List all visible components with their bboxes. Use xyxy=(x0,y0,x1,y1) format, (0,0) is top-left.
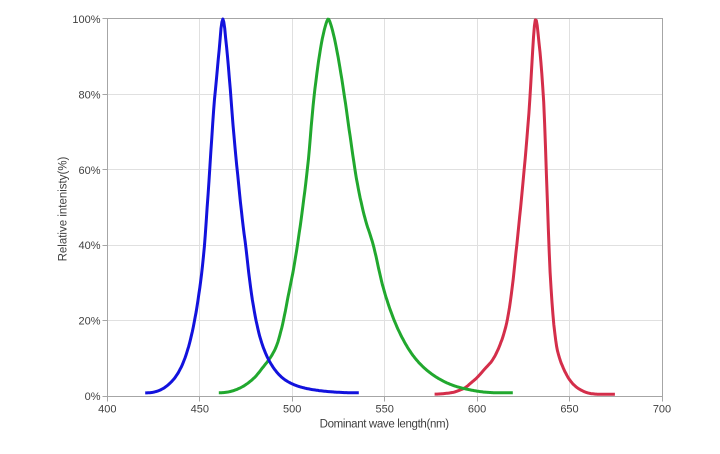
svg-text:400: 400 xyxy=(98,404,116,416)
svg-text:700: 700 xyxy=(653,404,671,416)
svg-text:650: 650 xyxy=(560,404,578,416)
svg-text:100%: 100% xyxy=(72,14,100,26)
svg-text:Relative intenisty(%): Relative intenisty(%) xyxy=(57,156,69,261)
svg-text:Dominant wave length(nm): Dominant wave length(nm) xyxy=(320,418,450,430)
svg-text:40%: 40% xyxy=(78,240,100,252)
svg-text:60%: 60% xyxy=(78,165,100,177)
svg-text:500: 500 xyxy=(283,404,301,416)
svg-text:450: 450 xyxy=(191,404,209,416)
svg-text:550: 550 xyxy=(376,404,394,416)
svg-text:0%: 0% xyxy=(85,391,101,403)
svg-text:80%: 80% xyxy=(78,89,100,101)
svg-text:600: 600 xyxy=(468,404,486,416)
svg-text:20%: 20% xyxy=(78,316,100,328)
